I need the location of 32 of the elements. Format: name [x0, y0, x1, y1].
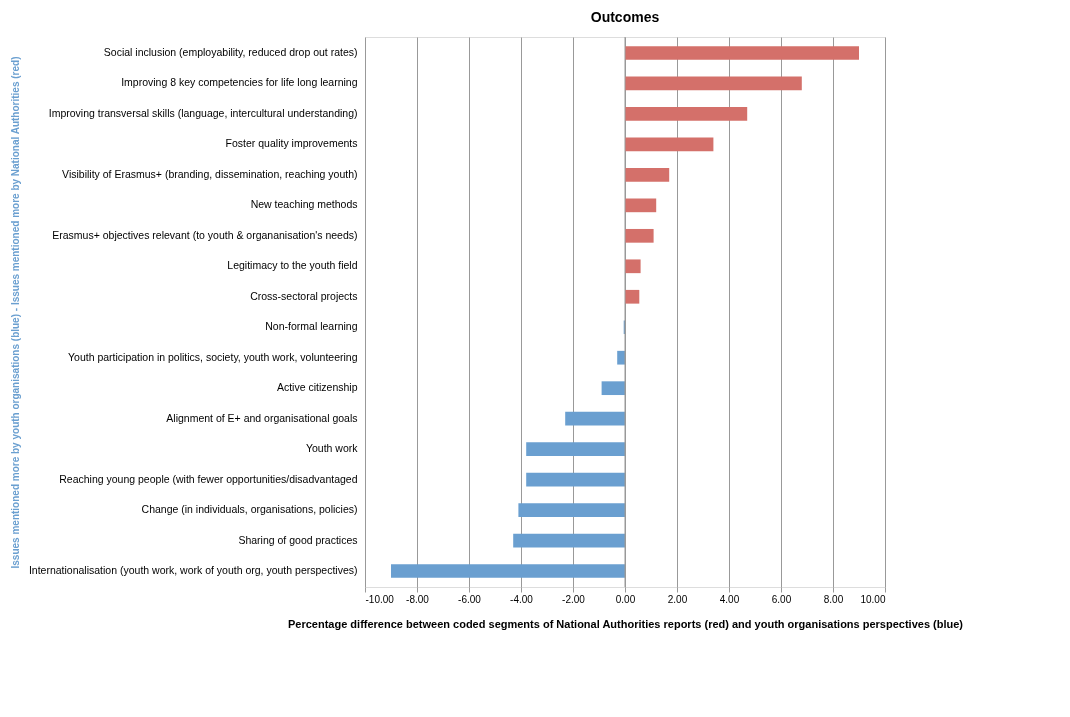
y-tick-label: Internationalisation (youth work, work of youth org, youth perspectives)	[28, 564, 358, 576]
y-tick-label: Erasmus+ objectives relevant (to youth & organanisation's needs)	[52, 228, 358, 241]
y-tick-label: New teaching methods	[250, 198, 358, 211]
x-axis-title: Percentage difference between coded segments of National Authorities reports (red) and youth organisations perspectives (blue)	[287, 617, 964, 630]
x-tick-label: -6.00	[458, 593, 482, 605]
x-tick-label: 6.00	[771, 593, 792, 605]
x-tick-label: 4.00	[719, 593, 740, 605]
x-tick-label: -8.00	[406, 593, 430, 605]
y-tick-label: Legitimacy to the youth field	[227, 259, 358, 272]
y-tick-label: Cross-sectoral projects	[250, 289, 358, 302]
y-tick-label: Youth participation in politics, society, youth work, volunteering	[68, 350, 358, 363]
x-tick-label: 0.00	[615, 593, 636, 605]
y-tick-label: Reaching young people (with fewer opportunities/disadvantaged	[59, 472, 358, 485]
x-tick-label: -4.00	[510, 593, 534, 605]
y-axis-title: Issues mentioned more by youth organisations (blue) - Issues mentioned more by National Authorities (red)	[9, 56, 21, 569]
x-tick-label: 2.00	[667, 593, 688, 605]
y-tick-label: Social inclusion (employability, reduced drop out rates)	[103, 46, 358, 58]
y-tick-label: Foster quality improvements	[225, 137, 358, 150]
y-tick-label: Alignment of E+ and organisational goals	[166, 411, 358, 424]
x-tick-label: -10.00	[365, 593, 395, 605]
x-tick-label: 10.00	[860, 593, 886, 605]
y-tick-label: Improving 8 key competencies for life long learning	[121, 76, 358, 89]
x-tick-label: -2.00	[562, 593, 586, 605]
y-tick-label: Improving transversal skills (language, intercultural understanding)	[48, 106, 358, 119]
y-tick-label: Sharing of good practices	[238, 533, 358, 546]
y-tick-label: Change (in individuals, organisations, policies)	[141, 503, 358, 516]
y-tick-label: Non-formal learning	[265, 320, 358, 333]
y-tick-label: Active citizenship	[276, 381, 358, 394]
y-tick-label: Visibility of Erasmus+ (branding, dissemination, reaching youth)	[62, 167, 358, 180]
y-tick-label: Youth work	[305, 442, 359, 455]
chart-title: Outcomes	[590, 8, 660, 25]
x-tick-label: 8.00	[823, 593, 844, 605]
